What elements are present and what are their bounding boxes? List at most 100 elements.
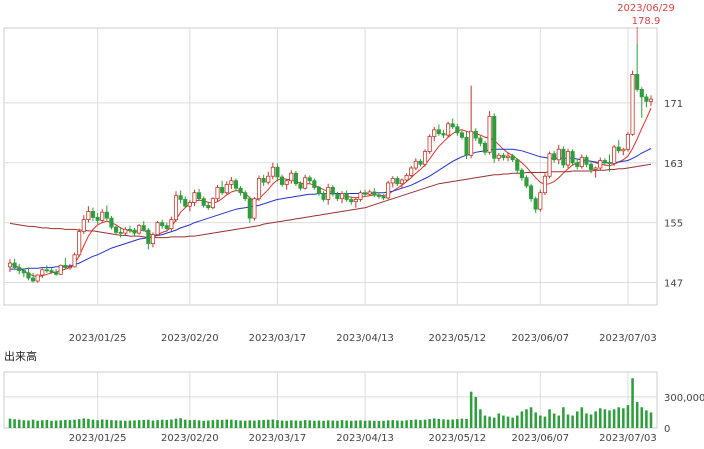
volume-bar [271,419,275,428]
candle-body [487,115,492,153]
candle [54,269,59,276]
candle-body [616,146,621,152]
volume-tick-label: 0 [664,424,670,435]
volume-bar [257,420,261,428]
candle [280,174,285,187]
volume-bar [368,420,371,428]
candle-body [367,191,372,195]
candle [579,154,584,169]
candle-body [330,187,335,195]
candle [547,151,552,179]
candle [238,185,243,196]
candle [252,197,257,221]
candle [625,132,631,152]
volume-bar [294,420,298,428]
x-tick-label: 2023/01/25 [69,433,127,444]
candle [312,178,317,190]
volume-bar [446,419,450,428]
volume-bar [566,414,570,428]
candle-body [275,166,280,178]
candle [510,153,515,163]
volume-bar [562,407,565,428]
candle [395,176,400,186]
volume-bar [31,419,35,428]
volume-bar [137,420,141,428]
candle-body [77,231,82,256]
candle [344,190,349,202]
candle [524,175,529,189]
volume-bar [617,407,620,428]
candle-body [233,180,239,189]
candle-body [335,193,340,200]
volume-bar [548,409,551,428]
candle [201,196,206,208]
candle-body [12,262,17,268]
candle-body [492,115,497,159]
candle-body [100,211,105,221]
candle-body [123,228,128,234]
candle [307,175,312,184]
candle-body [312,180,317,188]
candle-body [114,226,119,233]
candle [607,154,612,172]
volume-bar [552,413,556,428]
candle [588,161,594,174]
volume-bar [100,419,104,428]
volume-bar [580,407,584,428]
candle-body [187,202,192,207]
volume-bar [599,408,602,428]
candle-body [72,254,77,268]
volume-bar [77,419,81,428]
candle [90,207,96,222]
candle-body [215,187,220,200]
candle-body [344,193,349,200]
candle [150,232,156,248]
candle-body [422,151,428,165]
candle-body [44,269,49,272]
volume-bar [248,420,252,428]
candle [381,194,386,201]
volume-bar [202,420,205,428]
candle [220,180,225,195]
volume-bar [170,419,173,428]
candle [584,155,589,168]
candle [418,159,423,167]
candle-body [552,153,557,161]
volume-axis: 300,000 0 [664,393,704,435]
x-tick-label: 2023/01/25 [69,333,127,344]
volume-bar [36,420,39,428]
candle-body [146,229,151,245]
candle [612,144,617,166]
volume-bar [391,420,395,428]
volume-bar [216,419,219,428]
candle [644,93,649,108]
candle-body [303,177,308,189]
volume-bar [266,419,270,428]
candle-body [270,166,275,177]
volume-bar [377,420,381,428]
volume-bar [87,418,90,428]
candle [173,191,179,222]
candle-body [533,198,538,210]
candle-body [473,130,478,139]
candle-body [183,199,188,207]
volume-bar [96,420,99,428]
candle [164,222,169,232]
volume-bar [520,411,524,428]
volume-bar [188,420,192,428]
volume-bar [557,415,561,428]
candle [602,158,607,166]
volume-bar [174,418,178,428]
volume-bar [317,420,321,428]
volume-bar [197,420,201,428]
volume-bar [511,417,514,428]
volume-bar [165,419,169,428]
volume-bar [239,420,242,428]
volume-bar [285,420,288,428]
candle-body [30,277,36,282]
candle-body [63,264,68,268]
candle [409,165,414,178]
volume-bar [405,420,408,428]
candle-body [482,142,488,153]
volume-bar [128,420,132,428]
